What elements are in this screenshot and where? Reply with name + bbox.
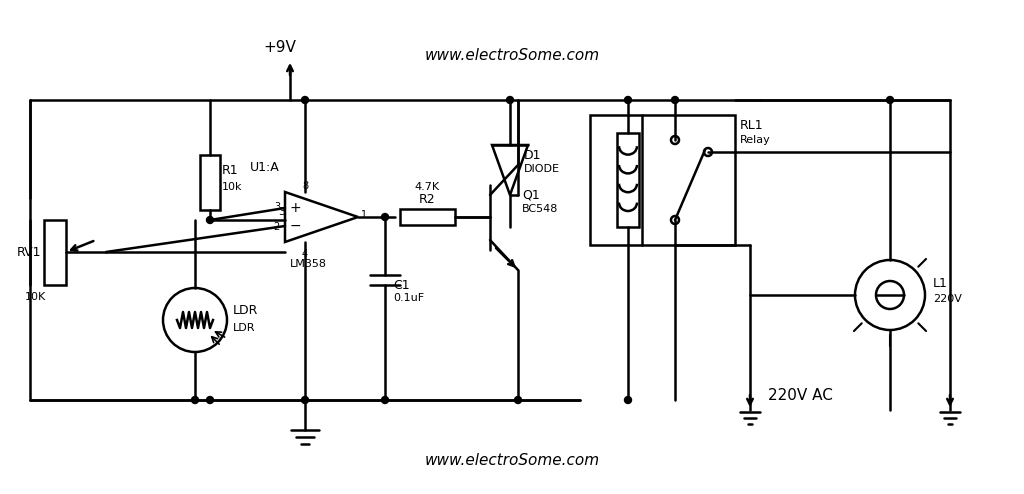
FancyBboxPatch shape — [400, 209, 455, 225]
Circle shape — [887, 96, 894, 104]
Text: Q1: Q1 — [522, 189, 540, 202]
Text: +: + — [289, 201, 301, 215]
Text: 4: 4 — [302, 249, 308, 259]
Text: +9V: +9V — [263, 41, 296, 55]
Text: C1: C1 — [393, 279, 410, 291]
Circle shape — [625, 96, 632, 104]
Circle shape — [625, 397, 632, 404]
Text: LDR: LDR — [233, 303, 258, 317]
Circle shape — [507, 96, 513, 104]
Circle shape — [382, 213, 388, 220]
Circle shape — [671, 136, 679, 144]
Circle shape — [382, 397, 388, 404]
Text: 10k: 10k — [222, 182, 243, 192]
Text: DIODE: DIODE — [524, 164, 560, 174]
Text: 1: 1 — [361, 210, 368, 220]
Text: 2: 2 — [273, 222, 280, 232]
Circle shape — [514, 397, 521, 404]
Text: R1: R1 — [222, 164, 239, 176]
Text: RL1: RL1 — [740, 119, 764, 131]
Text: www.electroSome.com: www.electroSome.com — [424, 453, 600, 467]
Text: 220V AC: 220V AC — [768, 387, 833, 403]
Text: LM358: LM358 — [290, 259, 327, 269]
Text: Relay: Relay — [740, 135, 771, 145]
Text: 220V: 220V — [933, 294, 962, 304]
Text: 3: 3 — [273, 202, 280, 212]
FancyBboxPatch shape — [617, 133, 639, 227]
Circle shape — [705, 148, 712, 156]
Polygon shape — [492, 145, 528, 195]
Circle shape — [301, 397, 308, 404]
Text: U1:A: U1:A — [250, 161, 280, 173]
Circle shape — [301, 96, 308, 104]
Text: BC548: BC548 — [522, 204, 558, 214]
Text: 4.7K: 4.7K — [415, 182, 439, 192]
FancyBboxPatch shape — [44, 220, 66, 285]
Text: 0.1uF: 0.1uF — [393, 293, 424, 303]
Circle shape — [191, 397, 199, 404]
Text: 10K: 10K — [25, 292, 46, 302]
FancyBboxPatch shape — [590, 115, 735, 245]
Text: LDR: LDR — [233, 323, 256, 333]
Text: 3: 3 — [278, 207, 285, 217]
Text: D1: D1 — [524, 149, 542, 162]
Text: 8: 8 — [302, 181, 308, 191]
Text: −: − — [289, 219, 301, 233]
FancyBboxPatch shape — [200, 155, 220, 210]
Circle shape — [671, 216, 679, 224]
Circle shape — [207, 397, 213, 404]
Circle shape — [672, 96, 679, 104]
Text: L1: L1 — [933, 277, 948, 289]
Circle shape — [207, 216, 213, 223]
Text: RV1: RV1 — [17, 246, 42, 258]
Text: R2: R2 — [419, 193, 435, 206]
Text: www.electroSome.com: www.electroSome.com — [424, 47, 600, 63]
